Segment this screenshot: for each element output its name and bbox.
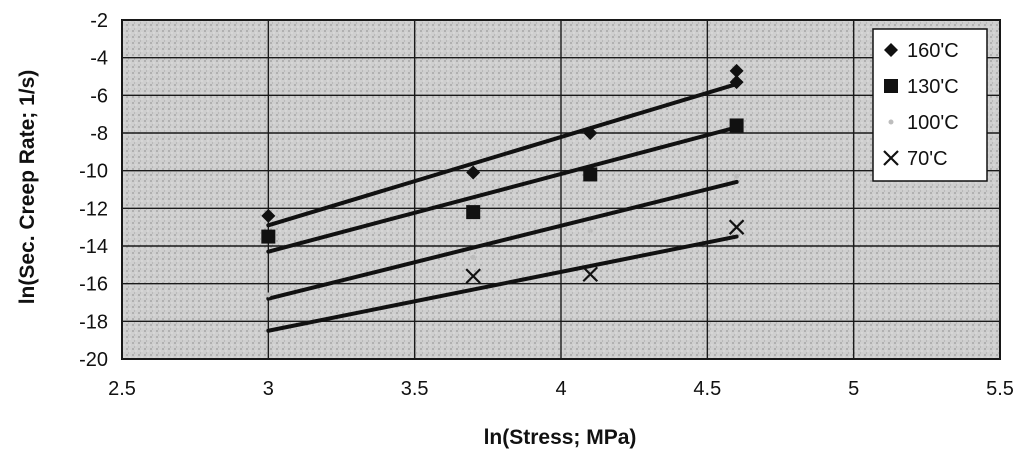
y-tick-label: -2 (90, 10, 108, 32)
legend-label: 70'C (907, 148, 948, 170)
y-tick-label: -6 (90, 85, 108, 107)
y-tick-label: -10 (79, 161, 108, 183)
data-point (730, 118, 744, 132)
legend-marker (889, 120, 894, 125)
x-tick-label: 3.5 (401, 378, 429, 400)
data-point (471, 255, 476, 260)
x-tick-label: 3 (263, 378, 274, 400)
y-tick-label: -16 (79, 274, 108, 296)
data-point (266, 292, 271, 297)
data-point (583, 167, 597, 181)
y-axis-ticks: -2 -4 -6 -8 -10 -12 -14 -16 -18 -20 (79, 10, 108, 371)
y-tick-label: -20 (79, 349, 108, 371)
data-point (588, 228, 593, 233)
y-tick-label: -12 (79, 198, 108, 220)
legend-label: 100'C (907, 112, 959, 134)
x-axis-ticks: 2.5 3 3.5 4 4.5 5 5.5 (108, 378, 1014, 400)
x-tick-label: 4.5 (693, 378, 721, 400)
y-tick-label: -8 (90, 123, 108, 145)
x-tick-label: 5 (848, 378, 859, 400)
legend-label: 130'C (907, 76, 959, 98)
legend-label: 160'C (907, 40, 959, 62)
data-point (466, 205, 480, 219)
y-axis-title: ln(Sec. Creep Rate; 1/s) (16, 70, 39, 305)
data-point (734, 174, 739, 179)
data-point (261, 230, 275, 244)
y-tick-label: -14 (79, 236, 108, 258)
y-tick-label: -18 (79, 311, 108, 333)
x-tick-label: 5.5 (986, 378, 1014, 400)
x-tick-label: 4 (555, 378, 566, 400)
x-axis-title: ln(Stress; MPa) (484, 426, 637, 449)
y-tick-label: -4 (90, 48, 108, 70)
x-tick-label: 2.5 (108, 378, 136, 400)
legend-marker (884, 79, 898, 93)
legend: 160'C 130'C 100'C 70'C (873, 29, 987, 181)
